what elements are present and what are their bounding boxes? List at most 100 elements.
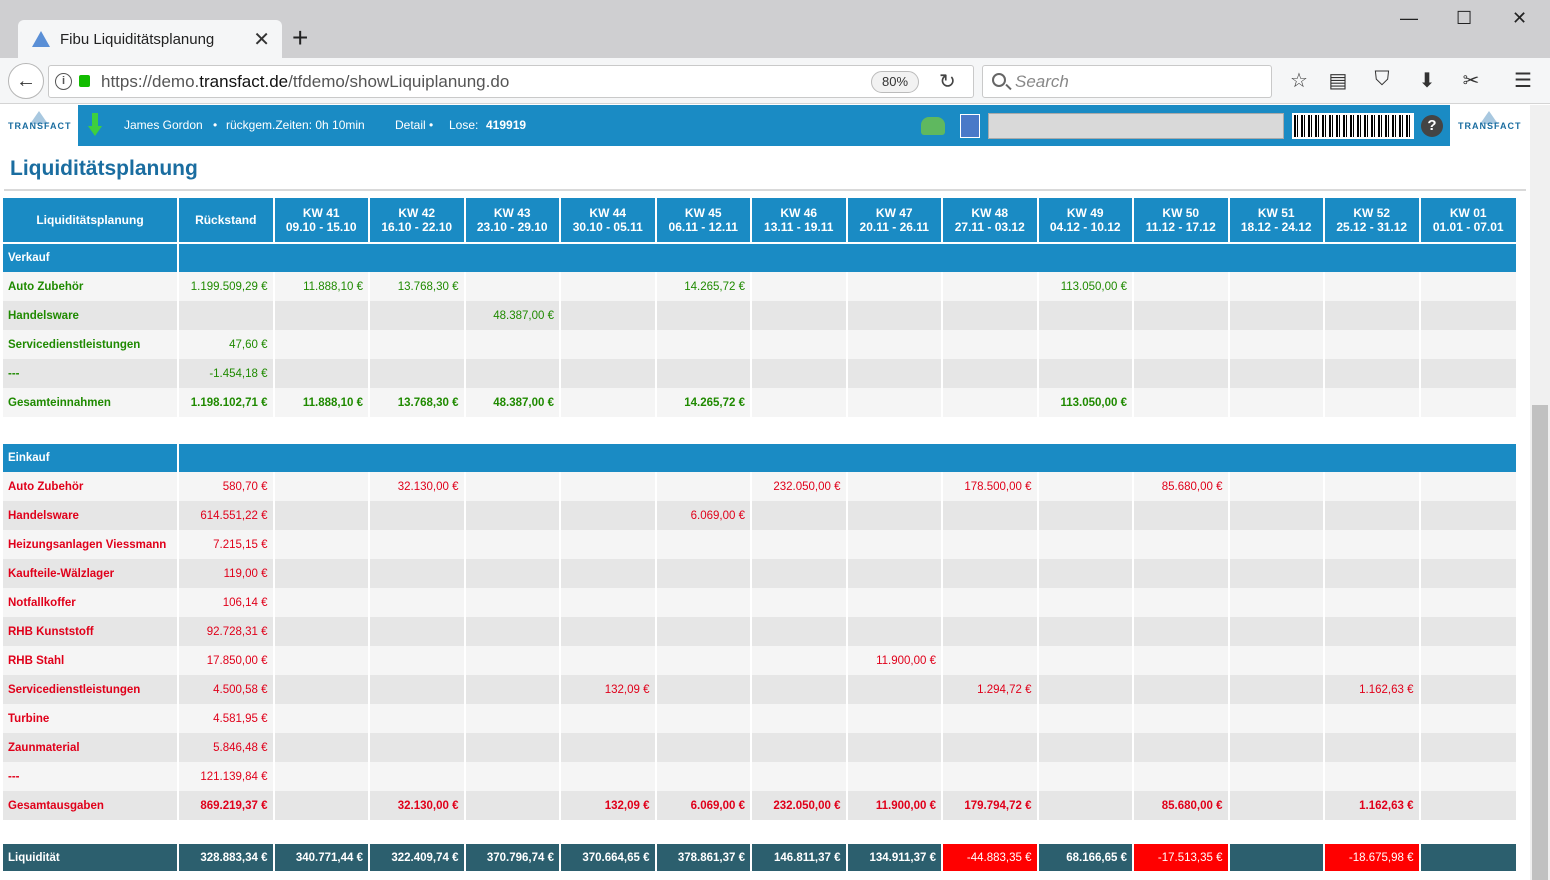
value-cell[interactable]: 47,60 € [179,330,275,359]
value-cell[interactable] [1134,675,1230,704]
value-cell[interactable] [561,588,657,617]
value-cell[interactable] [1229,559,1325,588]
row-label[interactable]: Gesamtausgaben [3,791,179,820]
value-cell[interactable] [274,301,370,330]
value-cell[interactable] [1420,617,1516,646]
value-cell[interactable]: 4.500,58 € [179,675,275,704]
value-cell[interactable] [1229,301,1325,330]
value-cell[interactable]: 113.050,00 € [1038,272,1134,301]
value-cell[interactable] [561,359,657,388]
value-cell[interactable]: 6.069,00 € [656,501,752,530]
row-label[interactable]: Handelsware [3,501,179,530]
liquidity-cell[interactable]: -44.883,35 € [943,844,1039,871]
value-cell[interactable] [1420,472,1516,501]
row-label[interactable]: Notfallkoffer [3,588,179,617]
value-cell[interactable] [1038,617,1134,646]
liquidity-cell[interactable]: 370.664,65 € [561,844,657,871]
value-cell[interactable] [1325,617,1421,646]
value-cell[interactable]: 14.265,72 € [656,388,752,417]
phone-icon[interactable] [921,117,945,135]
value-cell[interactable] [1134,762,1230,791]
value-cell[interactable] [1420,675,1516,704]
value-cell[interactable] [1134,646,1230,675]
value-cell[interactable] [847,301,943,330]
liquidity-cell[interactable]: -17.513,35 € [1134,844,1230,871]
value-cell[interactable] [943,530,1039,559]
value-cell[interactable] [1229,330,1325,359]
value-cell[interactable] [847,617,943,646]
value-cell[interactable] [370,530,466,559]
tab-close-icon[interactable]: ✕ [253,29,270,51]
value-cell[interactable] [274,646,370,675]
value-cell[interactable] [465,330,561,359]
value-cell[interactable] [1420,704,1516,733]
value-cell[interactable] [847,472,943,501]
value-cell[interactable] [1229,530,1325,559]
value-cell[interactable] [847,762,943,791]
value-cell[interactable] [1229,617,1325,646]
value-cell[interactable]: 119,00 € [179,559,275,588]
value-cell[interactable] [1038,762,1134,791]
value-cell[interactable] [1038,559,1134,588]
value-cell[interactable] [465,675,561,704]
value-cell[interactable] [847,559,943,588]
scrollbar-thumb[interactable] [1532,405,1548,880]
value-cell[interactable] [1325,301,1421,330]
flag-icon[interactable] [960,114,980,138]
value-cell[interactable] [656,733,752,762]
value-cell[interactable] [370,301,466,330]
value-cell[interactable] [847,330,943,359]
value-cell[interactable] [370,704,466,733]
value-cell[interactable] [465,530,561,559]
value-cell[interactable]: 1.162,63 € [1325,675,1421,704]
value-cell[interactable] [1038,301,1134,330]
value-cell[interactable] [1229,733,1325,762]
value-cell[interactable]: 11.900,00 € [847,646,943,675]
value-cell[interactable] [1038,675,1134,704]
value-cell[interactable] [1325,359,1421,388]
value-cell[interactable] [1229,704,1325,733]
value-cell[interactable]: 232.050,00 € [752,472,848,501]
liquidity-cell[interactable]: 378.861,37 € [656,844,752,871]
value-cell[interactable] [465,733,561,762]
value-cell[interactable] [1038,588,1134,617]
value-cell[interactable]: 7.215,15 € [179,530,275,559]
value-cell[interactable] [370,646,466,675]
value-cell[interactable]: 132,09 € [561,791,657,820]
value-cell[interactable] [370,588,466,617]
value-cell[interactable] [1134,272,1230,301]
value-cell[interactable] [943,704,1039,733]
value-cell[interactable]: 1.198.102,71 € [179,388,275,417]
value-cell[interactable] [943,501,1039,530]
row-label[interactable]: Heizungsanlagen Viessmann [3,530,179,559]
value-cell[interactable] [1420,388,1516,417]
value-cell[interactable] [274,530,370,559]
info-icon[interactable]: i [55,73,72,90]
value-cell[interactable] [1325,559,1421,588]
value-cell[interactable] [943,359,1039,388]
value-cell[interactable] [274,704,370,733]
value-cell[interactable] [847,359,943,388]
value-cell[interactable] [1420,646,1516,675]
value-cell[interactable] [1038,791,1134,820]
value-cell[interactable] [1325,501,1421,530]
row-label[interactable]: Gesamteinnahmen [3,388,179,417]
value-cell[interactable] [752,704,848,733]
value-cell[interactable] [752,330,848,359]
value-cell[interactable] [656,472,752,501]
value-cell[interactable] [943,588,1039,617]
value-cell[interactable] [1420,501,1516,530]
row-label[interactable]: RHB Kunststoff [3,617,179,646]
value-cell[interactable] [943,559,1039,588]
value-cell[interactable] [1325,530,1421,559]
value-cell[interactable] [943,646,1039,675]
url-bar[interactable]: i https://demo.transfact.de/tfdemo/showL… [48,65,974,98]
value-cell[interactable] [274,501,370,530]
value-cell[interactable] [1038,530,1134,559]
value-cell[interactable] [274,675,370,704]
value-cell[interactable] [1134,359,1230,388]
value-cell[interactable] [1420,330,1516,359]
value-cell[interactable]: 11.888,10 € [274,388,370,417]
value-cell[interactable] [656,762,752,791]
url-text[interactable]: https://demo.transfact.de/tfdemo/showLiq… [101,72,510,91]
